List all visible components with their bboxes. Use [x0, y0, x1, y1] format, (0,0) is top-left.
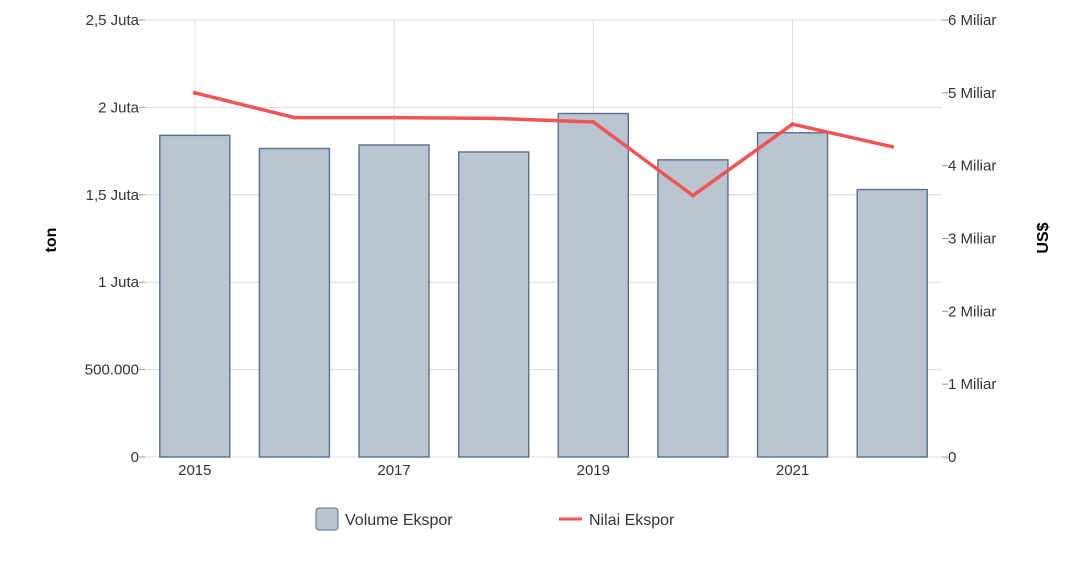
legend-item-volume[interactable]: Volume Ekspor [315, 507, 453, 531]
x-tick-label: 2021 [776, 462, 809, 479]
point-value-2016[interactable] [292, 115, 297, 120]
right-axis-ticks: 0 1 Miliar 2 Miliar 3 Miliar 4 Miliar 5 Milia… [942, 12, 996, 466]
y2-tick-label: 1 Miliar [948, 376, 996, 393]
y-tick-label: 1,5 Juta [86, 187, 140, 204]
bar-volume-2020[interactable] [657, 159, 729, 458]
point-value-2015[interactable] [192, 90, 197, 95]
bar-volume-2016[interactable] [258, 147, 331, 458]
point-value-2020[interactable] [690, 193, 695, 198]
x-axis-ticks: 2015 2017 2019 2021 [178, 462, 809, 479]
y-tick-label: 500.000 [85, 362, 139, 379]
x-tick-label: 2015 [178, 462, 211, 479]
bar-volume-2018[interactable] [457, 151, 530, 458]
bar-volume-2019[interactable] [557, 112, 630, 458]
y2-tick-label: 0 [948, 449, 956, 466]
legend-label-volume: Volume Ekspor [345, 512, 453, 529]
x-tick-label: 2017 [377, 462, 410, 479]
x-tick-label: 2019 [577, 462, 610, 479]
legend-label-value: Nilai Ekspor [589, 512, 675, 529]
y2-tick-label: 5 Miliar [948, 85, 996, 102]
bar-volume-2015[interactable] [159, 134, 231, 458]
left-axis-ticks: 0 500.000 1 Juta 1,5 Juta 2 Juta 2,5 Juta [85, 12, 145, 466]
point-value-2018[interactable] [491, 116, 496, 121]
legend-swatch-bar [315, 507, 339, 531]
bar-volume-2021[interactable] [756, 132, 829, 458]
point-value-2019[interactable] [591, 119, 596, 124]
y-tick-label: 1 Juta [98, 274, 140, 291]
point-value-2022[interactable] [890, 144, 895, 149]
y2-tick-label: 2 Miliar [948, 303, 996, 320]
y-axis-title: ton [43, 228, 60, 253]
volume-bars [159, 112, 928, 458]
point-value-2021[interactable] [790, 122, 795, 127]
legend: Volume Ekspor Nilai Ekspor [315, 507, 675, 531]
bar-volume-2017[interactable] [358, 144, 430, 458]
point-value-2017[interactable] [392, 115, 397, 120]
bar-volume-2022[interactable] [856, 188, 928, 458]
legend-item-value[interactable]: Nilai Ekspor [559, 512, 675, 529]
y2-tick-label: 6 Miliar [948, 12, 996, 29]
value-line [192, 90, 895, 198]
y-tick-label: 0 [131, 449, 139, 466]
y-tick-label: 2,5 Juta [86, 12, 140, 29]
y2-axis-title: US$ [1035, 222, 1052, 253]
y2-tick-label: 3 Miliar [948, 231, 996, 248]
y2-tick-label: 4 Miliar [948, 158, 996, 175]
line-series-value [194, 91, 893, 198]
y-tick-label: 2 Juta [98, 99, 140, 116]
